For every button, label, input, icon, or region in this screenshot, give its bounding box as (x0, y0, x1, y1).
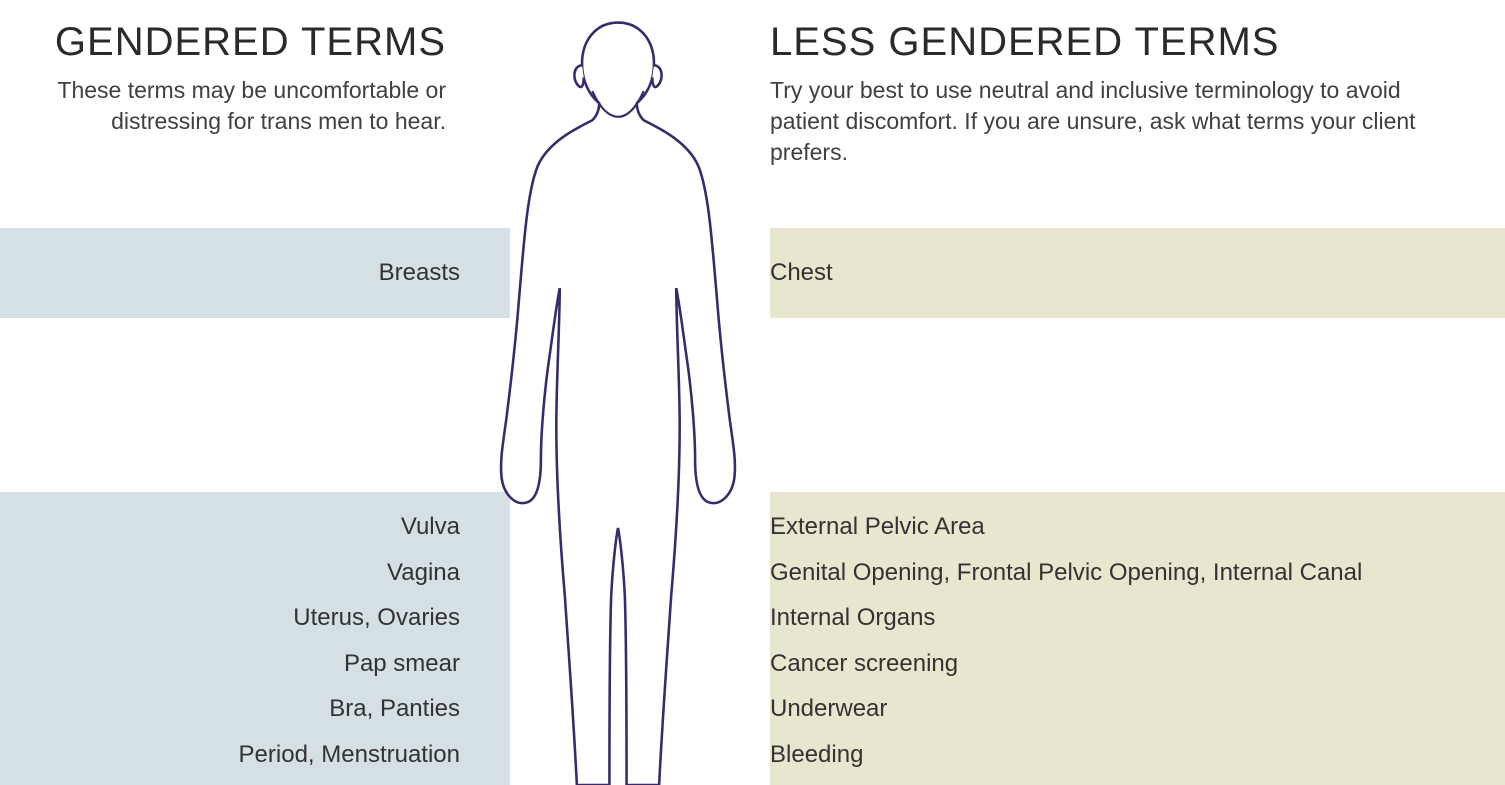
left-heading: GENDERED TERMS (0, 20, 446, 65)
right-subtext: Try your best to use neutral and inclusi… (770, 75, 1450, 168)
infographic-root: Breasts Chest Vulva Vagina Uterus, Ovari… (0, 0, 1505, 785)
right-heading: LESS GENDERED TERMS (770, 20, 1505, 65)
left-subtext: These terms may be uncomfortable or dist… (0, 75, 446, 137)
body-outline-icon (458, 14, 778, 785)
right-column: LESS GENDERED TERMS Try your best to use… (770, 0, 1505, 785)
left-column: GENDERED TERMS These terms may be uncomf… (0, 0, 460, 785)
